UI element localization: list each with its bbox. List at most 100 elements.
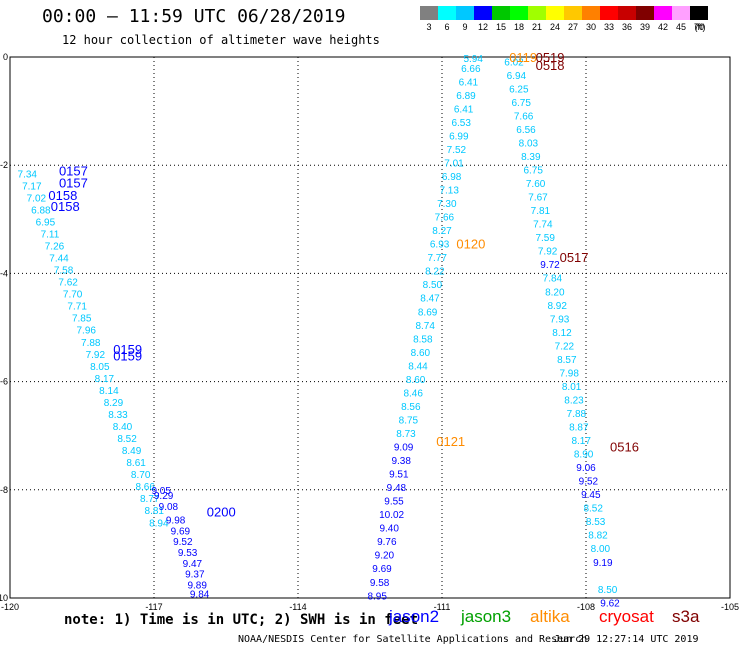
swh-value-label: 9.06 [576,463,596,474]
swh-value-label: 8.17 [571,436,591,447]
swh-value-label: 9.69 [372,564,392,575]
colorbar-unit: (ft) [695,22,706,32]
swh-value-label: 9.19 [593,558,613,569]
swh-value-label: 9.52 [173,537,193,548]
colorbar-tick-label: 42 [658,22,668,32]
swh-value-label: 8.47 [420,294,440,305]
swh-value-label: 6.66 [461,64,481,75]
swh-value-label: 9.45 [581,490,601,501]
y-tick-label: -4 [0,268,8,278]
page-subtitle: 12 hour collection of altimeter wave hei… [62,33,380,47]
swh-value-label: 8.74 [415,321,435,332]
colorbar-tick-label: 70 [694,22,704,32]
x-tick-label: -117 [145,602,162,612]
swh-value-label: 8.60 [406,375,426,386]
colorbar-tick-label: 9 [462,22,467,32]
swh-value-label: 6.56 [516,125,536,136]
pass-time-label: 0157 [59,164,88,179]
colorbar-tick-label: 24 [550,22,560,32]
swh-value-label: 9.47 [183,559,203,570]
swh-value-label: 9.05 [151,486,171,497]
swh-value-label: 8.01 [562,382,582,393]
swh-value-label: 8.60 [411,348,431,359]
swh-value-label: 9.89 [187,580,207,591]
swh-value-label: 6.88 [31,205,51,216]
swh-value-label: 8.49 [122,446,142,457]
x-tick-label: -111 [434,602,451,612]
swh-value-label: 7.88 [567,409,587,420]
pass-time-label: 0159 [113,342,142,357]
swh-value-label: 8.39 [521,152,541,163]
swh-value-label: 8.58 [413,334,433,345]
swh-value-label: 7.77 [427,253,447,264]
swh-value-label: 9.58 [370,578,390,589]
swh-value-label: 9.69 [171,526,191,537]
colorbar-swatch [600,6,618,20]
swh-value-label: 9.62 [600,598,620,609]
colorbar-tick-label: 15 [496,22,506,32]
colorbar-swatch [546,6,564,20]
swh-value-label: 8.87 [569,423,589,434]
swh-value-label: 7.85 [72,314,92,325]
swh-value-label: 8.73 [396,429,416,440]
colorbar-tick-label: 45 [676,22,686,32]
swh-value-label: 9.51 [389,470,409,481]
swh-value-label: 7.22 [555,341,575,352]
swh-value-label: 8.77 [140,494,160,505]
swh-value-label: 9.72 [540,260,560,271]
swh-value-label: 8.29 [104,398,124,409]
colorbar-swatch [654,6,672,20]
pass-time-label: 0517 [560,250,589,265]
swh-value-label: 8.20 [545,287,565,298]
swh-value-label: 8.82 [588,531,608,542]
swh-value-label: 9.20 [375,551,395,562]
swh-value-label: 7.67 [528,193,548,204]
swh-value-label: 9.52 [579,477,599,488]
swh-value-label: 6.41 [459,77,479,88]
swh-value-label: 9.55 [384,497,404,508]
swh-value-label: 7.98 [559,368,579,379]
swh-value-label: 6.02 [504,57,524,68]
swh-value-label: 6.75 [511,98,531,109]
swh-value-label: 8.46 [403,388,423,399]
credit-line: NOAA/NESDIS Center for Satellite Applica… [238,634,588,645]
plot-frame [9,56,731,599]
swh-value-label: 8.44 [408,361,428,372]
legend-item-jason2: jason2 [389,607,440,626]
swh-value-label: 8.75 [399,415,419,426]
pass-time-label: 0159 [113,349,142,364]
swh-value-label: 7.11 [41,229,60,240]
swh-value-label: 7.93 [550,314,570,325]
swh-value-label: 9.08 [159,502,179,513]
swh-value-label: 9.53 [178,548,198,559]
swh-value-label: 8.94 [149,518,169,529]
y-tick-label: -10 [0,593,8,603]
colorbar-tick-label: 27 [568,22,578,32]
swh-value-label: 7.02 [27,193,47,204]
y-tick-label: -6 [0,377,8,387]
swh-value-label: 8.27 [432,226,452,237]
swh-value-label: 7.84 [543,274,563,285]
swh-value-label: 6.99 [449,131,469,142]
swh-value-label: 7.66 [514,111,534,122]
swh-value-label: 6.95 [36,217,56,228]
pass-time-label: 0158 [48,188,77,203]
page-title: 00:00 – 11:59 UTC 06/28/2019 [42,6,346,27]
swh-value-label: 8.50 [423,280,443,291]
x-tick-label: -114 [289,602,306,612]
swh-value-label: 6.75 [523,166,543,177]
swh-value-label: 8.90 [574,450,594,461]
generated-timestamp: Jun 29 12:27:14 UTC 2019 [554,634,699,645]
swh-value-label: 9.98 [166,516,186,527]
swh-value-label: 7.58 [54,266,74,277]
swh-value-label: 8.81 [145,506,165,517]
swh-value-label: 7.81 [531,206,551,217]
colorbar-tick-label: 36 [622,22,632,32]
legend-item-jason3: jason3 [461,607,512,626]
swh-value-label: 9.29 [154,491,174,502]
swh-value-label: 7.59 [535,233,555,244]
swh-value-label: 8.57 [557,355,577,366]
swh-value-label: 7.62 [58,278,78,289]
y-tick-label: 0 [3,52,8,62]
colorbar-tick-label: 21 [532,22,542,32]
